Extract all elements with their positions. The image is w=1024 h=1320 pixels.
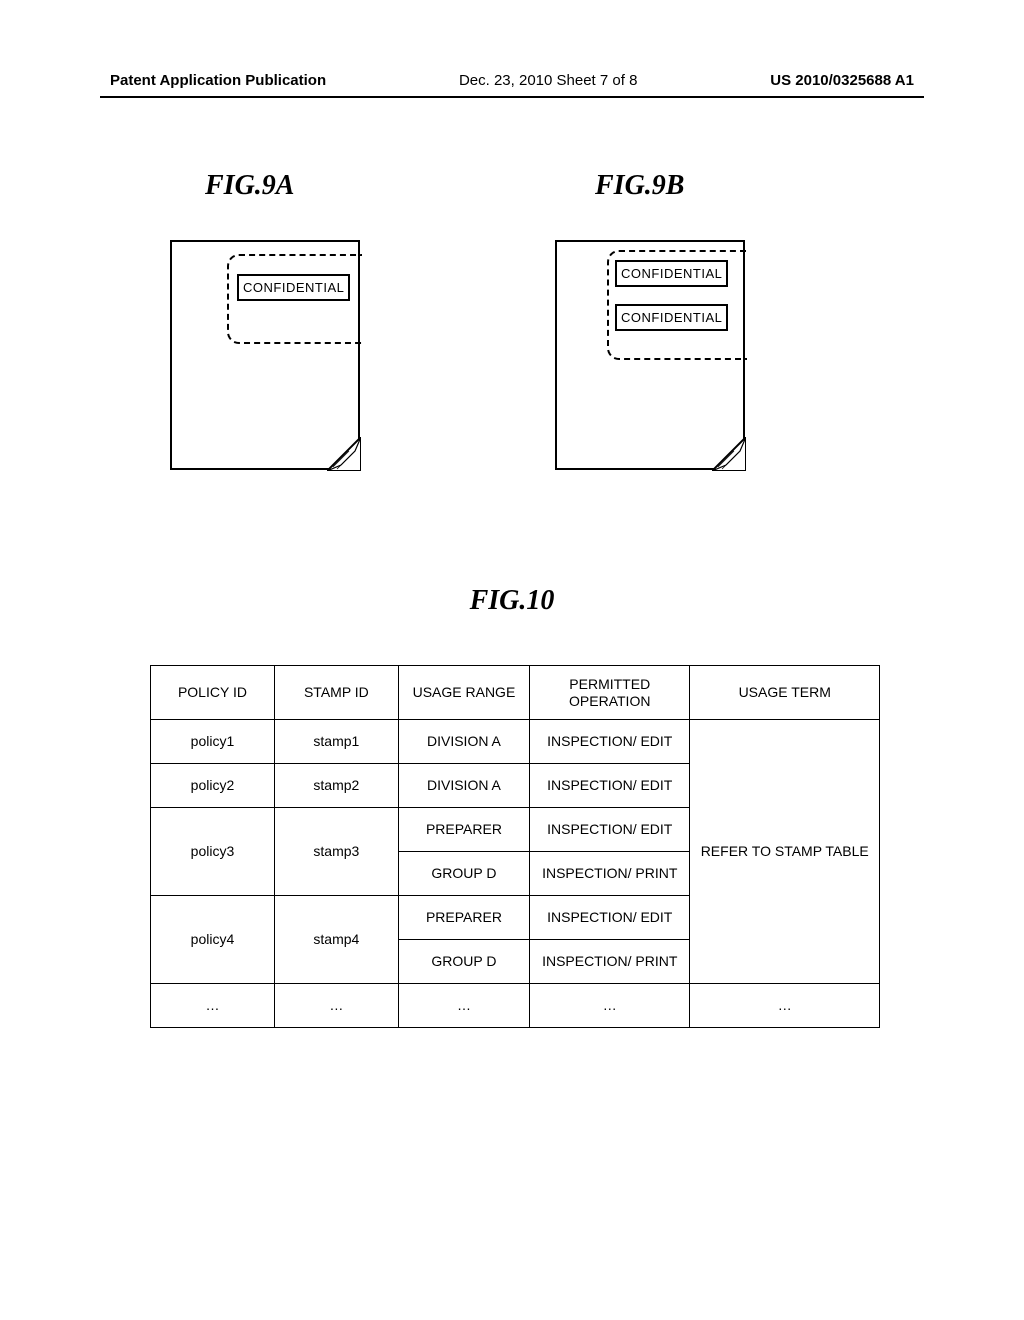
confidential-stamp: CONFIDENTIAL	[237, 274, 350, 301]
header-rule	[100, 96, 924, 98]
col-usage-range: USAGE RANGE	[398, 666, 529, 720]
fig10-table: POLICY ID STAMP ID USAGE RANGE PERMITTED…	[150, 665, 880, 1028]
page-header: Patent Application Publication Dec. 23, …	[110, 72, 914, 89]
cell-policy: policy2	[151, 764, 275, 808]
col-policy-id: POLICY ID	[151, 666, 275, 720]
fig9b-label: FIG.9B	[595, 170, 684, 202]
header-left: Patent Application Publication	[110, 72, 326, 89]
policy-table: POLICY ID STAMP ID USAGE RANGE PERMITTED…	[150, 665, 880, 1028]
page-curl-icon	[327, 437, 361, 471]
cell-op: INSPECTION/ EDIT	[530, 764, 690, 808]
cell-policy: policy3	[151, 808, 275, 896]
cell-stamp: stamp1	[274, 720, 398, 764]
cell-op: INSPECTION/ PRINT	[530, 940, 690, 984]
fig9a-document: CONFIDENTIAL	[170, 240, 360, 470]
table-row: policy1 stamp1 DIVISION A INSPECTION/ ED…	[151, 720, 880, 764]
col-stamp-id: STAMP ID	[274, 666, 398, 720]
cell-range: PREPARER	[398, 896, 529, 940]
cell-ellipsis: …	[398, 984, 529, 1028]
col-usage-range-text: USAGE RANGE	[413, 684, 516, 700]
cell-ellipsis: …	[690, 984, 880, 1028]
cell-op: INSPECTION/ EDIT	[530, 896, 690, 940]
confidential-stamp: CONFIDENTIAL	[615, 260, 728, 287]
cell-policy: policy4	[151, 896, 275, 984]
header-right: US 2010/0325688 A1	[770, 72, 914, 89]
col-usage-term: USAGE TERM	[690, 666, 880, 720]
cell-range: DIVISION A	[398, 720, 529, 764]
cell-stamp: stamp3	[274, 808, 398, 896]
fig10-label: FIG.10	[0, 585, 1024, 617]
page-curl-icon	[712, 437, 746, 471]
cell-range: DIVISION A	[398, 764, 529, 808]
cell-ellipsis: …	[151, 984, 275, 1028]
cell-usage-term: REFER TO STAMP TABLE	[690, 720, 880, 984]
cell-range: PREPARER	[398, 808, 529, 852]
col-permitted-op-text: PERMITTED OPERATION	[569, 676, 650, 708]
cell-policy: policy1	[151, 720, 275, 764]
cell-ellipsis: …	[274, 984, 398, 1028]
cell-stamp: stamp4	[274, 896, 398, 984]
cell-op: INSPECTION/ EDIT	[530, 720, 690, 764]
table-header-row: POLICY ID STAMP ID USAGE RANGE PERMITTED…	[151, 666, 880, 720]
fig9a-label: FIG.9A	[205, 170, 294, 202]
cell-op: INSPECTION/ EDIT	[530, 808, 690, 852]
cell-op: INSPECTION/ PRINT	[530, 852, 690, 896]
table-row-ellipsis: … … … … …	[151, 984, 880, 1028]
cell-stamp: stamp2	[274, 764, 398, 808]
fig9b-document: CONFIDENTIAL CONFIDENTIAL	[555, 240, 745, 470]
col-permitted-op: PERMITTED OPERATION	[530, 666, 690, 720]
cell-range: GROUP D	[398, 852, 529, 896]
header-center: Dec. 23, 2010 Sheet 7 of 8	[459, 72, 637, 89]
cell-ellipsis: …	[530, 984, 690, 1028]
confidential-stamp: CONFIDENTIAL	[615, 304, 728, 331]
cell-range: GROUP D	[398, 940, 529, 984]
